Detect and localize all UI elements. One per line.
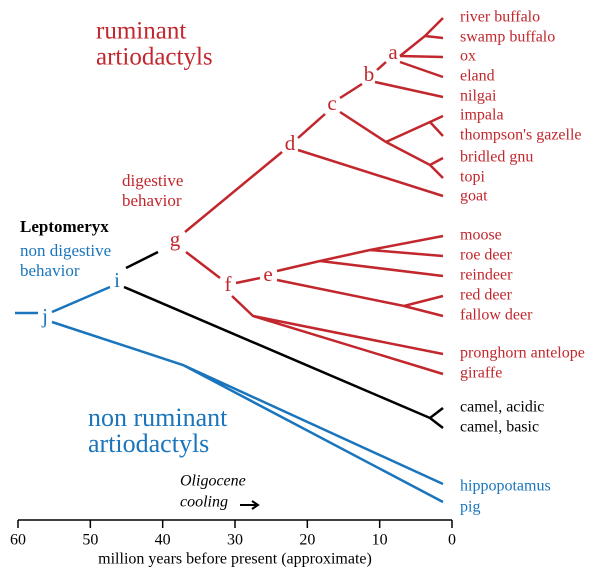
leaf-label: ox — [460, 48, 476, 65]
annotation: behavior — [122, 191, 182, 210]
annotation: behavior — [20, 261, 80, 280]
leaf-label: pig — [460, 499, 480, 516]
node-label: a — [388, 40, 398, 64]
branches — [15, 17, 444, 504]
annotation: Oligocene — [180, 473, 246, 490]
title: artiodactyls — [96, 44, 213, 71]
leaf-label: camel, acidic — [460, 399, 544, 416]
tick-label: 50 — [82, 532, 98, 549]
leaf-label: impala — [460, 107, 504, 124]
arrow — [240, 500, 260, 510]
axis-label: million years before present (approximat… — [98, 551, 372, 568]
leaf-label: giraffe — [460, 365, 502, 382]
annotation: Leptomeryx — [20, 217, 109, 236]
leaf-label: fallow deer — [460, 307, 533, 324]
node-label: e — [263, 262, 272, 286]
annotation: cooling — [180, 494, 228, 511]
leaf-label: reindeer — [460, 267, 513, 284]
leaf-label: thompson's gazelle — [460, 127, 582, 144]
leaf-label: pronghorn antelope — [460, 345, 585, 362]
tick-label: 0 — [448, 532, 456, 549]
subtitle: non ruminant — [88, 403, 228, 432]
annotation: digestive — [122, 171, 183, 190]
tick-label: 20 — [299, 532, 315, 549]
leaf-label: camel, basic — [460, 419, 539, 436]
leaf-label: bridled gnu — [460, 149, 533, 166]
annotation: non digestive — [20, 241, 111, 260]
leaf-label: roe deer — [460, 247, 513, 264]
leaf-label: hippopotamus — [460, 478, 551, 495]
tick-label: 10 — [372, 532, 388, 549]
node-label: g — [170, 227, 181, 251]
leaf-label: nilgai — [460, 88, 497, 105]
leaf-label: swamp buffalo — [460, 29, 555, 46]
node-label: d — [285, 131, 296, 155]
leaf-label: river buffalo — [460, 9, 540, 26]
node-label: j — [41, 304, 48, 328]
leaf-label: moose — [460, 227, 502, 244]
node-label: c — [327, 91, 336, 115]
node-label: f — [225, 272, 232, 296]
leaf-label: red deer — [460, 287, 513, 304]
node-label: b — [364, 62, 375, 86]
tick-label: 60 — [10, 532, 26, 549]
leaf-label: goat — [460, 188, 488, 205]
tick-label: 40 — [155, 532, 171, 549]
leaf-label: topi — [460, 169, 485, 186]
title: ruminant — [96, 18, 186, 45]
tick-label: 30 — [227, 532, 243, 549]
leaf-label: eland — [460, 68, 495, 85]
subtitle: artiodactyls — [88, 429, 209, 458]
node-label: i — [114, 268, 120, 292]
